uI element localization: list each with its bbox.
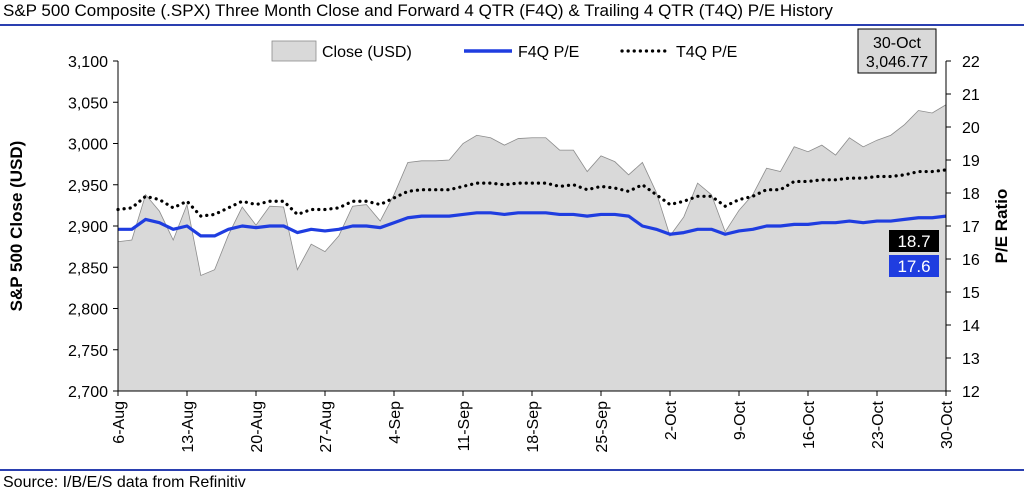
y2-axis-title: P/E Ratio xyxy=(992,189,1011,264)
x-tick-label: 6-Aug xyxy=(111,401,128,444)
x-tick-label: 18-Sep xyxy=(525,401,542,453)
pe-lines-layer xyxy=(116,168,948,238)
top-divider xyxy=(0,24,1024,26)
chart-title: S&P 500 Composite (.SPX) Three Month Clo… xyxy=(3,1,833,20)
y2-tick-label: 22 xyxy=(962,54,980,71)
y-tick-label: 3,100 xyxy=(68,54,108,71)
y2-tick-label: 14 xyxy=(962,318,980,335)
last-close-callout-box xyxy=(857,28,937,74)
f4q-end-label-box xyxy=(889,255,939,277)
x-tick-label: 9-Oct xyxy=(732,400,749,440)
source-note: Source: I/B/E/S data from Refinitiv xyxy=(3,474,246,491)
y-tick-label: 2,950 xyxy=(68,178,108,195)
legend-close-label: Close (USD) xyxy=(322,44,412,61)
y2-tick-label: 20 xyxy=(962,120,980,137)
y-tick-label: 2,850 xyxy=(68,260,108,277)
series-close-area xyxy=(117,104,947,392)
x-tick-label: 4-Sep xyxy=(387,401,404,444)
legend-f4q-label: F4Q P/E xyxy=(518,44,579,61)
y-tick-label: 2,800 xyxy=(68,302,108,319)
series-f4q-line xyxy=(118,211,947,238)
last-close-callout-value: 3,046.77 xyxy=(866,54,928,71)
y2-tick-label: 13 xyxy=(962,351,980,368)
x-tick-label: 25-Sep xyxy=(594,401,611,453)
x-tick-label: 30-Oct xyxy=(939,400,956,449)
t4q-end-label: 18.7 xyxy=(897,232,930,251)
y-tick-label: 2,750 xyxy=(68,343,108,360)
x-tick-label: 23-Oct xyxy=(870,400,887,449)
legend-t4q-label: T4Q P/E xyxy=(676,44,737,61)
x-tick-label: 16-Oct xyxy=(801,400,818,449)
series-t4q-line xyxy=(116,168,948,218)
close-area-layer xyxy=(117,104,947,392)
x-tick-label: 2-Oct xyxy=(663,400,680,440)
legend: Close (USD) F4Q P/E T4Q P/E xyxy=(271,40,737,62)
value-labels: 30-Oct 3,046.77 18.7 17.6 xyxy=(857,28,939,277)
y2-tick-label: 19 xyxy=(962,153,980,170)
y2-tick-label: 12 xyxy=(962,384,980,401)
y-tick-label: 2,900 xyxy=(68,219,108,236)
bottom-divider xyxy=(0,469,1024,471)
x-tick-label: 13-Aug xyxy=(180,401,197,453)
f4q-end-label: 17.6 xyxy=(897,257,930,276)
y2-tick-label: 18 xyxy=(962,186,980,203)
y-tick-label: 3,000 xyxy=(68,137,108,154)
last-close-callout-date: 30-Oct xyxy=(873,35,922,52)
x-tick-label: 20-Aug xyxy=(249,401,266,453)
y-tick-label: 2,700 xyxy=(68,384,108,401)
y2-tick-label: 17 xyxy=(962,219,980,236)
y2-tick-label: 15 xyxy=(962,285,980,302)
legend-close-swatch xyxy=(271,40,317,62)
y-tick-label: 3,050 xyxy=(68,95,108,112)
y-axis-title: S&P 500 Close (USD) xyxy=(7,141,26,312)
axes-layer: 2,700 2,750 2,800 2,850 2,900 2,950 3,000 3,050… xyxy=(7,54,1011,453)
y2-tick-label: 16 xyxy=(962,252,980,269)
y2-tick-label: 21 xyxy=(962,87,980,104)
x-tick-label: 27-Aug xyxy=(318,401,335,453)
x-tick-label: 11-Sep xyxy=(456,401,473,452)
t4q-end-label-box xyxy=(889,230,939,252)
